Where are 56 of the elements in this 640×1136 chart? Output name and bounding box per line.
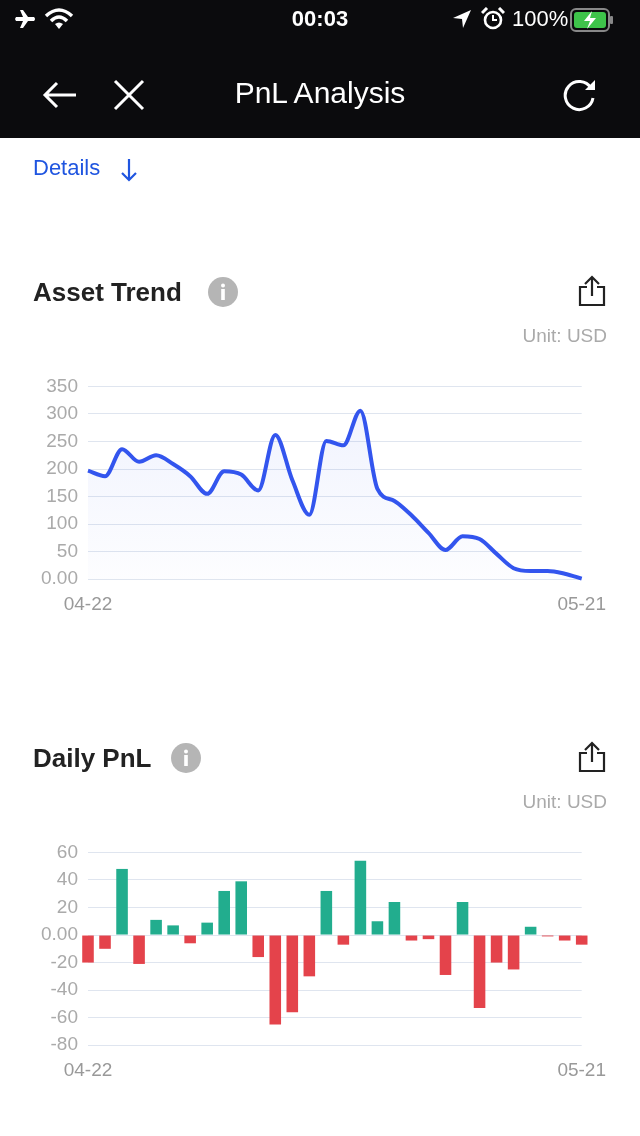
bar [337, 935, 350, 945]
text: 00:03 [291, 6, 349, 31]
y-tick-label: -20 [50, 950, 78, 972]
y-tick-label: 60 [56, 840, 78, 862]
text: Unit: USD [522, 325, 607, 347]
x-tick-label: 04-22 [63, 1058, 113, 1080]
y-tick-label: 150 [46, 484, 78, 506]
bar [439, 935, 452, 975]
text: Details [33, 155, 101, 181]
bar [456, 901, 469, 935]
bar [303, 935, 316, 977]
bar [252, 935, 265, 958]
bar [184, 935, 196, 944]
y-tick-label: 200 [46, 457, 78, 479]
text: 100% [512, 6, 569, 32]
y-tick-label: 50 [56, 539, 78, 561]
bar [524, 926, 537, 935]
bar [235, 881, 248, 935]
bar [133, 935, 145, 964]
bar [388, 901, 401, 935]
bar [405, 935, 418, 941]
chart-title: Daily PnL [33, 742, 152, 775]
bar [354, 860, 367, 935]
bar [575, 935, 588, 945]
y-tick-label: 0.00 [41, 567, 78, 589]
y-tick-label: 250 [46, 429, 78, 451]
text: Unit: USD [522, 791, 607, 813]
bar [507, 935, 520, 970]
x-tick-label: 04-22 [63, 592, 113, 614]
x-tick-label: 05-21 [557, 1058, 607, 1080]
bar [490, 935, 503, 963]
bar [99, 935, 111, 949]
bar [320, 890, 333, 935]
y-tick-label: 300 [46, 402, 78, 424]
bar [201, 922, 213, 935]
chart-title: Asset Trend [33, 276, 182, 309]
bar [558, 935, 571, 941]
y-tick-label: 0.00 [41, 923, 78, 945]
x-tick-label: 05-21 [557, 592, 607, 614]
bar [286, 935, 299, 1013]
text: PnL Analysis [233, 76, 407, 110]
bar [218, 890, 230, 935]
y-tick-label: 100 [46, 512, 78, 534]
bar [167, 925, 179, 935]
bar [116, 868, 128, 935]
y-tick-label: 40 [56, 868, 78, 890]
y-tick-label: -40 [50, 978, 78, 1000]
bar [82, 935, 94, 963]
bar [371, 921, 384, 935]
y-tick-label: 350 [46, 374, 78, 396]
y-tick-label: -80 [50, 1033, 78, 1055]
y-tick-label: 20 [56, 895, 78, 917]
bar [269, 935, 282, 1025]
bar [150, 919, 162, 935]
y-tick-label: -60 [50, 1005, 78, 1027]
bar [473, 935, 486, 1009]
